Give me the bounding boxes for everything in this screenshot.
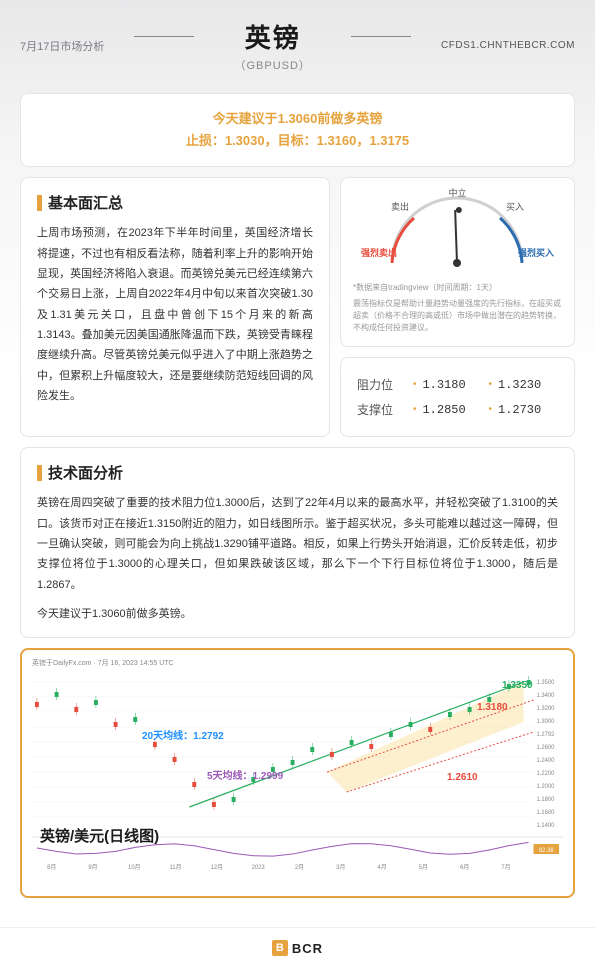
gauge-label-buy: 买入	[506, 200, 524, 213]
logo-icon: B	[272, 940, 288, 956]
gauge-label-strong-buy: 强烈买入	[518, 246, 554, 259]
title-block: 英镑 （GBPUSD）	[104, 18, 441, 73]
svg-text:10月: 10月	[128, 864, 140, 871]
gauge-source-note: *数据来自tradingview（时间周期：1天）	[353, 282, 562, 294]
svg-text:1.1400: 1.1400	[536, 823, 555, 829]
gauge-card: 强烈卖出 卖出 中立 买入 强烈买入 *数据来自tradingview（时间周期…	[340, 177, 575, 347]
source-url: CFDS1.CHNTHEBCR.COM	[441, 40, 575, 51]
svg-text:1.2000: 1.2000	[536, 784, 555, 790]
technical-recall: 今天建议于1.3060前做多英镑。	[37, 605, 558, 621]
svg-text:8月: 8月	[47, 864, 56, 871]
reco-line-1: 今天建议于1.3060前做多英镑	[37, 108, 558, 130]
gauge-label-sell: 卖出	[391, 200, 409, 213]
svg-text:7月: 7月	[501, 864, 510, 871]
levels-card: 阻力位 • 1.3180 • 1.3230 支撑位 • 1.2850 • 1.2…	[340, 357, 575, 437]
svg-text:1.2792: 1.2792	[536, 732, 554, 738]
support-val-1: 1.2850	[422, 403, 482, 417]
date-label: 7月17日市场分析	[20, 38, 104, 54]
svg-text:3月: 3月	[336, 864, 345, 871]
annot-ma5: 5天均线：1.2999	[207, 767, 283, 782]
svg-text:1.2200: 1.2200	[536, 771, 555, 777]
svg-text:6月: 6月	[460, 864, 469, 871]
technical-title: 技术面分析	[37, 462, 558, 483]
svg-text:1.2600: 1.2600	[536, 745, 555, 751]
svg-text:1.2400: 1.2400	[536, 758, 555, 764]
technical-body: 英镑在周四突破了重要的技术阻力位1.3000后，达到了22年4月以来的最高水平，…	[37, 493, 558, 595]
bullet-icon: •	[488, 379, 492, 390]
support-row: 支撑位 • 1.2850 • 1.2730	[357, 397, 558, 422]
fundamentals-card: 基本面汇总 上周市场预测，在2023年下半年时间里，英国经济增长将提速，不过也有…	[20, 177, 330, 437]
annot-high: 1.3350	[502, 680, 533, 691]
bullet-icon: •	[413, 379, 417, 390]
svg-text:1.3500: 1.3500	[536, 680, 555, 686]
price-chart: 1.3500 1.3400 1.3200 1.3000 1.2792 1.2600 1.24…	[32, 672, 563, 872]
bullet-icon: •	[488, 404, 492, 415]
fundamentals-body: 上周市场预测，在2023年下半年时间里，英国经济增长将提速，不过也有相反看法称，…	[37, 223, 313, 406]
fundamentals-title: 基本面汇总	[37, 192, 313, 213]
chart-overlay-title: 英镑/美元(日线图)	[40, 825, 159, 846]
brand-text: BCR	[292, 941, 323, 956]
svg-text:1.3200: 1.3200	[536, 706, 555, 712]
svg-text:5月: 5月	[419, 864, 428, 871]
annot-sup: 1.2610	[447, 772, 478, 783]
resistance-val-2: 1.3230	[498, 378, 558, 392]
gauge-label-strong-sell: 强烈卖出	[361, 246, 397, 259]
resistance-row: 阻力位 • 1.3180 • 1.3230	[357, 372, 558, 397]
resistance-val-1: 1.3180	[422, 378, 482, 392]
brand-logo: B BCR	[272, 940, 323, 956]
svg-text:2023: 2023	[252, 865, 266, 871]
svg-text:11月: 11月	[170, 864, 182, 871]
support-label: 支撑位	[357, 401, 407, 418]
annot-res: 1.3180	[477, 702, 508, 713]
gauge-label-neutral: 中立	[448, 186, 466, 199]
footer: B BCR	[0, 927, 595, 966]
svg-text:2月: 2月	[295, 864, 304, 871]
resistance-label: 阻力位	[357, 376, 407, 393]
chart-card: 英镑于DailyFx.com · 7月 16, 2023 14:55 UTC 1…	[20, 648, 575, 898]
chart-meta: 英镑于DailyFx.com · 7月 16, 2023 14:55 UTC	[32, 658, 563, 668]
recommendation-box: 今天建议于1.3060前做多英镑 止损：1.3030，目标：1.3160，1.3…	[20, 93, 575, 167]
sentiment-gauge: 强烈卖出 卖出 中立 买入 强烈买入	[353, 188, 562, 278]
gauge-body-note: 震荡指标仅是帮助计量趋势动量强度的先行指标，在超买或超卖（价格不合理的高或低）市…	[353, 298, 562, 334]
svg-text:12月: 12月	[211, 864, 223, 871]
svg-text:1.3000: 1.3000	[536, 719, 555, 725]
subtitle: （GBPUSD）	[104, 57, 441, 73]
technical-card: 技术面分析 英镑在周四突破了重要的技术阻力位1.3000后，达到了22年4月以来…	[20, 447, 575, 638]
reco-line-2: 止损：1.3030，目标：1.3160，1.3175	[37, 130, 558, 152]
svg-text:1.1800: 1.1800	[536, 797, 555, 803]
svg-text:1.3400: 1.3400	[536, 693, 555, 699]
svg-text:9月: 9月	[88, 864, 97, 871]
support-val-2: 1.2730	[498, 403, 558, 417]
annot-ma20: 20天均线：1.2792	[142, 727, 224, 742]
bullet-icon: •	[413, 404, 417, 415]
main-title: 英镑	[104, 18, 441, 55]
svg-text:1.1600: 1.1600	[536, 810, 555, 816]
svg-text:82.38: 82.38	[539, 848, 554, 854]
svg-text:4月: 4月	[377, 864, 386, 871]
